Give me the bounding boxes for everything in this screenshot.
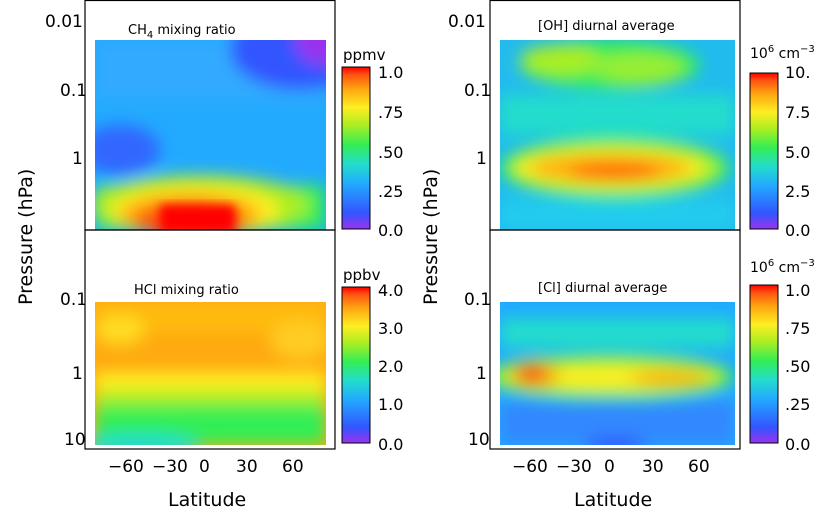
left-xlabel: Latitude bbox=[168, 489, 246, 510]
oh-cbar-tick: 10. bbox=[785, 63, 810, 82]
cl-cbar-tick: .50 bbox=[785, 357, 810, 376]
hcl-ytick-10: 10 bbox=[64, 430, 86, 450]
cl-field bbox=[500, 302, 735, 445]
right-xticks: −60 −30 0 30 60 bbox=[512, 457, 710, 477]
x-tick: 0 bbox=[604, 457, 615, 477]
panel-oh: [OH] diurnal average 0.01 0.1 1 106 cm−3… bbox=[448, 12, 814, 240]
ch4-field bbox=[95, 40, 326, 230]
oh-cbar-tick: 2.5 bbox=[785, 182, 810, 201]
hcl-title: HCl mixing ratio bbox=[134, 283, 239, 298]
cl-cbar-tick: 1.0 bbox=[785, 281, 810, 300]
x-tick: −30 bbox=[152, 457, 188, 477]
cl-ytick-0.1: 0.1 bbox=[464, 290, 491, 310]
ch4-cbar-tick: .25 bbox=[378, 182, 403, 201]
left-xticks: −60 −30 0 30 60 bbox=[108, 457, 304, 477]
x-tick: −30 bbox=[556, 457, 592, 477]
ch4-cbar-tick: 0.0 bbox=[378, 221, 403, 240]
hcl-ytick-0.1: 0.1 bbox=[60, 290, 87, 310]
ch4-ytick-0.01: 0.01 bbox=[45, 12, 83, 32]
oh-cbar-tick: 7.5 bbox=[785, 103, 810, 122]
hcl-cbar-tick: 4.0 bbox=[378, 281, 403, 300]
x-tick: 60 bbox=[282, 457, 304, 477]
cl-colorbar bbox=[749, 284, 779, 444]
oh-cbar-tick: 0.0 bbox=[785, 221, 810, 240]
cl-cbar-tick: .25 bbox=[785, 395, 810, 414]
cl-ytick-10: 10 bbox=[468, 430, 490, 450]
cl-ytick-1: 1 bbox=[476, 364, 487, 384]
left-axes-frame bbox=[84, 0, 336, 450]
ch4-cbar-tick: .75 bbox=[378, 103, 403, 122]
hcl-colorbar-unit: ppbv bbox=[343, 266, 381, 284]
oh-ytick-0.1: 0.1 bbox=[464, 81, 491, 101]
oh-ytick-0.01: 0.01 bbox=[448, 12, 486, 32]
panel-hcl: HCl mixing ratio 0.1 1 10 ppbv 4.0 3.0 2… bbox=[60, 266, 403, 454]
x-tick: 0 bbox=[199, 457, 210, 477]
hcl-ytick-1: 1 bbox=[72, 364, 83, 384]
hcl-colorbar bbox=[341, 286, 371, 444]
cl-cbar-tick: 0.0 bbox=[785, 435, 810, 454]
x-tick: −60 bbox=[512, 457, 548, 477]
hcl-field bbox=[95, 302, 326, 445]
ch4-cbar-tick: 1.0 bbox=[378, 63, 403, 82]
hcl-cbar-tick: 2.0 bbox=[378, 357, 403, 376]
hcl-cbar-tick: 0.0 bbox=[378, 435, 403, 454]
oh-ytick-1: 1 bbox=[476, 149, 487, 169]
ch4-cbar-tick: .50 bbox=[378, 143, 403, 162]
panel-ch4: CH4 mixing ratio 0.01 0.1 1 ppmv 1.0 .75… bbox=[45, 12, 403, 240]
ch4-ytick-1: 1 bbox=[72, 149, 83, 169]
oh-colorbar-unit: 106 cm−3 bbox=[750, 44, 814, 62]
x-tick: 60 bbox=[688, 457, 710, 477]
left-ylabel: Pressure (hPa) bbox=[15, 169, 37, 305]
x-tick: 30 bbox=[642, 457, 664, 477]
hcl-cbar-tick: 3.0 bbox=[378, 319, 403, 338]
right-axes-frame bbox=[489, 0, 741, 450]
hcl-cbar-tick: 1.0 bbox=[378, 395, 403, 414]
right-ylabel: Pressure (hPa) bbox=[420, 169, 442, 305]
right-xlabel: Latitude bbox=[574, 489, 652, 510]
oh-title: [OH] diurnal average bbox=[538, 19, 675, 34]
x-tick: 30 bbox=[236, 457, 258, 477]
oh-cbar-tick: 5.0 bbox=[785, 143, 810, 162]
cl-colorbar-unit: 106 cm−3 bbox=[750, 258, 814, 276]
oh-colorbar bbox=[749, 72, 779, 230]
panel-cl: [Cl] diurnal average 0.1 1 10 106 cm−3 1… bbox=[464, 258, 814, 454]
cl-cbar-tick: .75 bbox=[785, 319, 810, 338]
ch4-ytick-0.1: 0.1 bbox=[60, 81, 87, 101]
x-tick: −60 bbox=[108, 457, 144, 477]
ch4-colorbar bbox=[341, 66, 371, 230]
oh-field bbox=[500, 40, 735, 230]
ch4-title: CH4 mixing ratio bbox=[128, 23, 236, 41]
cl-title: [Cl] diurnal average bbox=[538, 281, 667, 296]
ch4-colorbar-unit: ppmv bbox=[343, 46, 386, 64]
